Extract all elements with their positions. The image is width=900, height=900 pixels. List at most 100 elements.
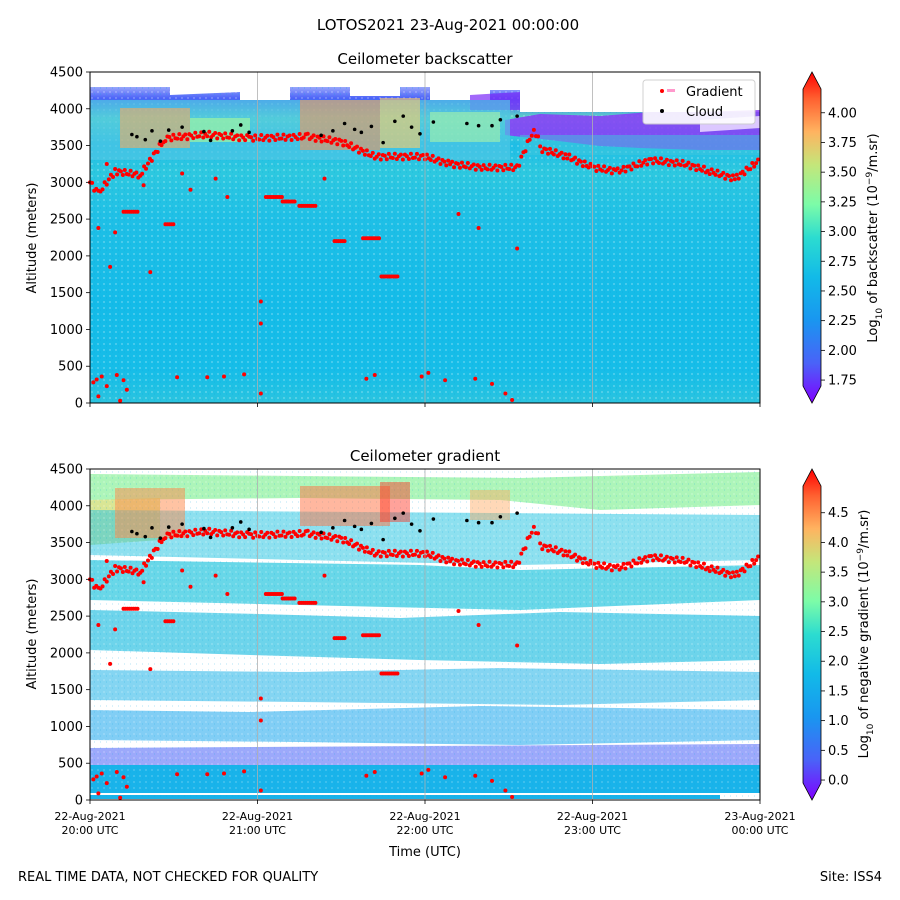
gradient-point	[507, 563, 512, 568]
gradient-point	[134, 170, 139, 175]
gradient-point	[457, 562, 462, 567]
gradient-point	[108, 661, 113, 666]
gradient-point	[249, 532, 254, 537]
gradient-point	[100, 187, 105, 192]
gradient-point	[362, 152, 367, 157]
gradient-point	[382, 153, 387, 158]
gradient-point	[424, 549, 429, 554]
gradient-point	[225, 592, 230, 597]
cloud-point	[418, 131, 422, 136]
gradient-point	[386, 151, 391, 156]
gradient-point	[481, 560, 486, 565]
gradient-point	[267, 535, 272, 540]
gradient-point	[456, 161, 461, 166]
gradient-point	[283, 534, 288, 539]
gradient-point	[436, 156, 441, 161]
gradient-point	[493, 560, 498, 565]
gradient-point	[382, 550, 387, 555]
y-tick-label: 0	[75, 397, 83, 412]
cloud-point	[166, 525, 171, 529]
legend-gradient-swatch	[667, 89, 675, 92]
gradient-point	[736, 573, 741, 578]
gradient-point	[495, 168, 500, 173]
gradient-point	[104, 161, 109, 166]
gradient-point	[111, 174, 116, 179]
gradient-point	[705, 565, 710, 570]
gradient-point	[473, 376, 478, 381]
gradient-point	[362, 549, 367, 554]
gradient-point	[705, 168, 710, 173]
gradient-point	[113, 627, 118, 632]
gradient-point	[544, 544, 549, 549]
gradient-point	[580, 561, 585, 566]
gradient-point	[191, 533, 196, 538]
gradient-point	[122, 564, 127, 569]
y-tick-label: 4000	[50, 102, 83, 117]
gradient-point	[531, 524, 536, 529]
gradient-point	[364, 773, 369, 778]
gradient-point	[121, 775, 126, 780]
gradient-point	[678, 162, 683, 167]
gradient-point	[408, 548, 413, 553]
gradient-point	[446, 158, 451, 163]
gradient-point	[419, 771, 424, 776]
gradient-point	[113, 167, 118, 172]
cloud-point	[418, 528, 422, 533]
y-tick-label: 1000	[50, 323, 83, 338]
gradient-point	[631, 161, 636, 166]
gradient-point	[619, 565, 624, 570]
gradient-point	[231, 534, 236, 539]
gradient-point	[748, 167, 753, 172]
gradient-point	[169, 535, 174, 540]
gradient-point	[664, 157, 669, 162]
gradient-point	[275, 132, 280, 137]
gradient-point	[487, 559, 492, 564]
gradient-point	[265, 133, 270, 138]
gradient-point	[104, 558, 109, 563]
gradient-point	[553, 148, 558, 153]
cloud-point	[143, 534, 148, 539]
gradient-point	[729, 575, 734, 580]
gradient-point	[347, 144, 352, 149]
gradient-point	[408, 151, 413, 156]
gradient-point	[237, 535, 242, 540]
gradient-point	[360, 545, 365, 550]
gradient-point	[649, 553, 654, 558]
gradient-point	[333, 137, 338, 142]
y-tick-label: 3500	[50, 536, 83, 551]
gradient-point	[619, 168, 624, 173]
gradient-point	[575, 161, 580, 166]
gradient-point	[416, 554, 421, 559]
colorbar-tick-label: 0.0	[828, 774, 849, 789]
gradient-point	[395, 274, 400, 279]
gradient-point	[701, 164, 706, 169]
gradient-point	[436, 553, 441, 558]
gradient-point	[592, 164, 597, 169]
gradient-point	[607, 562, 612, 567]
gradient-point	[188, 187, 193, 192]
cloud-point	[238, 123, 243, 127]
cloud-point	[158, 139, 163, 143]
gradient-point	[115, 172, 120, 177]
gradient-point	[319, 536, 324, 541]
cloud-point	[208, 138, 213, 143]
gradient-point	[205, 375, 210, 380]
gradient-point	[586, 562, 591, 567]
gradient-point	[707, 172, 712, 177]
gradient-point	[752, 561, 757, 566]
gradient-point	[258, 321, 263, 326]
gradient-point	[175, 772, 180, 777]
gradient-point	[279, 195, 284, 200]
gradient-point	[546, 548, 551, 553]
gradient-point	[185, 534, 190, 539]
gradient-point	[406, 157, 411, 162]
gradient-point	[114, 770, 119, 775]
gradient-point	[292, 199, 297, 204]
gradient-point	[582, 159, 587, 164]
gradient-point	[635, 164, 640, 169]
gradient-point	[141, 580, 146, 585]
cloud-point	[409, 522, 414, 526]
colorbar-tick-label: 1.75	[828, 374, 857, 389]
gradient-point	[517, 163, 522, 168]
